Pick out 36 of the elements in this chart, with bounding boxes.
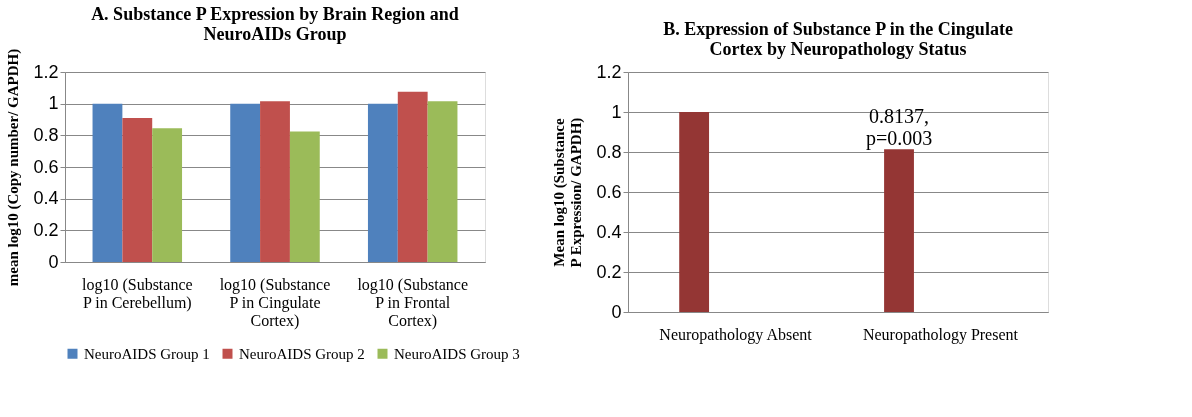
bar	[397, 91, 428, 262]
y-tick-label: 0.8	[33, 124, 59, 145]
bar	[152, 128, 183, 262]
legend-label: NeuroAIDS Group 3	[394, 345, 520, 362]
chart-title: A. Substance P Expression by Brain Region and NeuroAIDs Group	[91, 4, 459, 45]
x-tick-label: log10 (Substance P in Frontal Cortex)	[357, 275, 469, 330]
y-tick-label: 0.8	[596, 141, 622, 162]
y-tick-label: 0.4	[33, 188, 59, 209]
y-tick-label: 1.2	[33, 61, 59, 82]
x-tick-label: log10 (Substance P in Cerebellum)	[81, 275, 193, 312]
y-tick-label: 0	[611, 301, 622, 322]
bar	[122, 117, 153, 262]
y-tick-label: 0.6	[596, 181, 622, 202]
bar	[260, 101, 290, 262]
y-tick-label: 0	[48, 251, 59, 272]
x-tick-label: log10 (Substance P in Cingulate Cortex)	[219, 275, 331, 330]
y-tick-label: 1	[611, 101, 622, 122]
bar	[427, 101, 458, 262]
y-axis-title: mean log10 (Copy number/ GAPDH)	[5, 48, 23, 287]
bar	[289, 131, 320, 262]
legend-label: NeuroAIDS Group 2	[239, 345, 365, 362]
x-tick-label: Neuropathology Present	[862, 325, 1019, 344]
chart-title: B. Expression of Substance P in the Cingulate Cortex by Neuropathology Status	[663, 19, 1013, 59]
y-axis-title: Mean log10 (Substance P Expression/ GAPDH)	[551, 117, 586, 268]
legend-label: NeuroAIDS Group 1	[84, 345, 210, 362]
y-tick-label: 0.4	[596, 221, 622, 242]
x-tick-label: Neuropathology Absent	[659, 325, 813, 344]
y-tick-label: 1.2	[596, 61, 622, 82]
bar	[367, 103, 398, 262]
data-label: 0.8137, p=0.003	[865, 105, 933, 151]
bar	[230, 103, 261, 262]
bar	[92, 103, 123, 262]
y-tick-label: 0.2	[33, 219, 59, 240]
y-tick-label: 0.6	[33, 156, 59, 177]
y-tick-label: 1	[48, 93, 59, 114]
y-tick-label: 0.2	[596, 261, 622, 282]
